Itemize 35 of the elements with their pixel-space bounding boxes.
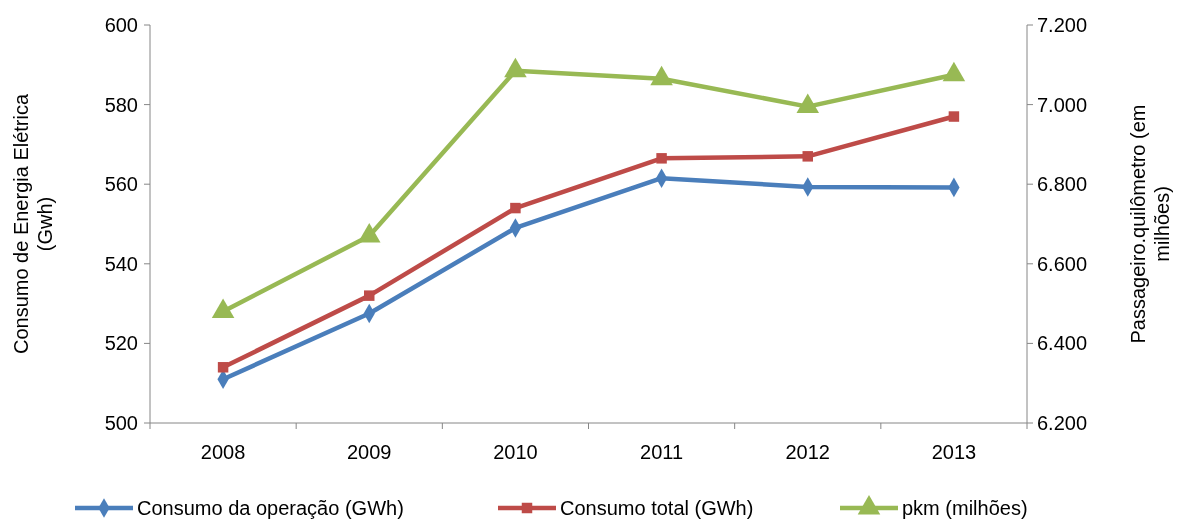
x-tick-label: 2009: [347, 441, 392, 463]
legend-label: pkm (milhões): [902, 497, 1028, 519]
point: [357, 222, 381, 243]
y2-tick-label: 6.200: [1037, 412, 1088, 434]
point: [948, 111, 960, 122]
x-tick-label: 2011: [640, 441, 684, 463]
y-tick-label: 560: [104, 173, 138, 196]
x-tick-label: 2012: [785, 441, 830, 463]
y2-tick-label: 6.400: [1037, 332, 1088, 355]
point: [504, 57, 527, 78]
y2-tick-label: 7.200: [1037, 14, 1088, 36]
legend-label: Consumo da operação (GWh): [137, 497, 404, 519]
x-tick-label: 2008: [200, 441, 246, 463]
x-tick-label: 2010: [493, 441, 538, 463]
point: [942, 61, 966, 82]
y-tick-label: 520: [104, 332, 138, 355]
y2-tick-label: 6.800: [1037, 173, 1088, 196]
point: [802, 151, 813, 162]
y-tick-label: 500: [104, 412, 138, 434]
point: [656, 153, 667, 164]
y-tick-label: 540: [104, 252, 138, 275]
point: [211, 298, 235, 319]
point: [796, 93, 820, 114]
point: [510, 202, 521, 214]
y-tick-label: 600: [104, 14, 138, 36]
y2-tick-label: 7.000: [1037, 93, 1088, 116]
point: [364, 290, 375, 301]
point: [650, 65, 673, 86]
y2-axis-title: Passageiro.quilômetro (em milhões): [1127, 104, 1173, 344]
y2-tick-label: 6.600: [1037, 252, 1088, 275]
y-axis-title: Consumo de Energia Elétrica (Gwh): [10, 93, 56, 355]
y-tick-label: 580: [104, 93, 138, 116]
point: [217, 362, 229, 373]
x-tick-label: 2013: [931, 441, 977, 463]
legend-label: Consumo total (GWh): [560, 497, 754, 519]
